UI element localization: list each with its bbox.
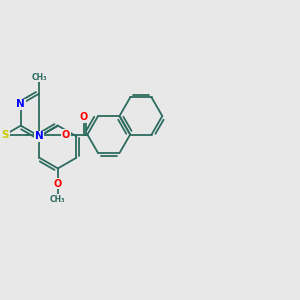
Text: O: O bbox=[62, 130, 70, 140]
Text: O: O bbox=[80, 112, 88, 122]
Text: N: N bbox=[35, 131, 44, 141]
Text: CH₃: CH₃ bbox=[32, 73, 47, 82]
Text: O: O bbox=[54, 179, 62, 189]
Text: N: N bbox=[16, 99, 25, 109]
Text: CH₃: CH₃ bbox=[50, 195, 66, 204]
Text: S: S bbox=[2, 130, 9, 140]
